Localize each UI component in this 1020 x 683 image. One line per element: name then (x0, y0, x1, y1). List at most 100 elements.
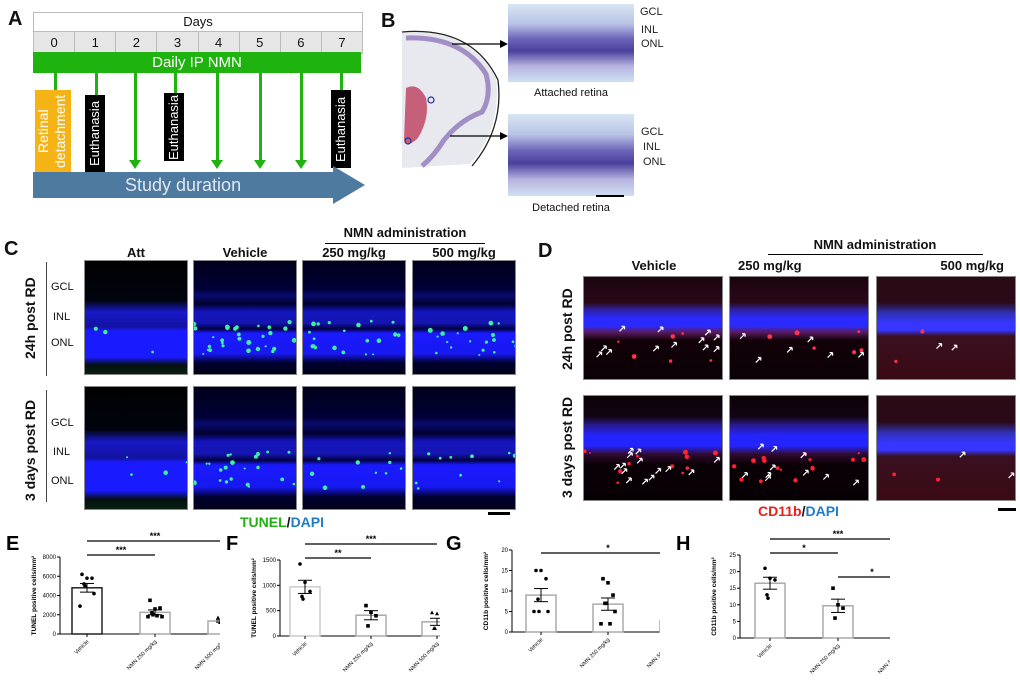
significance-stars: *** (366, 534, 377, 544)
euthanasia-label-day1: Euthanasia (85, 95, 105, 172)
euthanasia-label-day7: Euthanasia (331, 90, 351, 168)
dose-line-day7 (340, 73, 343, 91)
cd11b-dapi-image-24h-2 (876, 276, 1016, 380)
arrow-down-icon (129, 160, 141, 169)
data-point (534, 568, 538, 573)
days-title: Days (34, 13, 362, 32)
cd11b-dapi-image-24h-0 (583, 276, 723, 380)
bar (289, 586, 321, 637)
data-point (150, 611, 154, 615)
tunel-dapi-image-24h-0 (84, 260, 188, 375)
tunel-dapi-image-24h-3 (412, 260, 516, 375)
col-title-250: 250 mg/kg (322, 245, 386, 260)
day-cell: 4 (199, 32, 240, 53)
bar (207, 620, 220, 635)
data-point (153, 607, 157, 611)
dose-line-day5 (259, 73, 262, 161)
y-tick-label: 1000 (263, 583, 277, 589)
cd11b-dapi-legend: CD11b/DAPI (758, 503, 839, 519)
scale-bar (488, 512, 510, 515)
data-point (613, 609, 617, 614)
detached-retina-histology-image (508, 114, 634, 196)
data-point (546, 609, 550, 614)
tunel-dapi-image-3d-3 (412, 386, 516, 510)
x-tick-label: NMN 500 mg/kg (646, 637, 660, 669)
layer-label-gcl: GCL (51, 417, 74, 429)
y-tick-label: 0 (53, 632, 57, 638)
chart-g: G 0 5 10 15 20 CD11b positive cells/mm² Vehicle… (446, 533, 660, 670)
data-point (374, 613, 378, 618)
euthanasia-label-day3: Euthanasia (164, 93, 184, 161)
significance-stars: ** (334, 548, 342, 558)
panel-b-letter: B (381, 10, 396, 32)
significance-stars: * (802, 543, 806, 553)
significance-stars: * (606, 543, 610, 553)
data-point (148, 598, 152, 603)
dose-line-day2 (134, 73, 137, 161)
col-title-vehicle: Vehicle (631, 258, 677, 273)
dose-line-day3 (174, 73, 177, 93)
day-cell: 5 (240, 32, 281, 53)
day-cell: 6 (281, 32, 322, 53)
data-point (606, 581, 610, 585)
panel-letter: F (226, 533, 238, 555)
x-tick-label: Vehicle (74, 639, 91, 656)
y-tick-label: 10 (729, 603, 736, 609)
significance-stars: *** (150, 531, 161, 541)
day-cell: 7 (338, 35, 346, 50)
panel-d-letter: D (538, 240, 553, 262)
y-tick-label: 20 (729, 570, 736, 576)
data-point (768, 576, 772, 581)
bar (139, 611, 171, 635)
x-tick-label: NMN 500 mg/kg (408, 641, 440, 673)
panel-a-letter: A (8, 8, 23, 30)
dapi-stain-label: DAPI (805, 503, 839, 519)
x-tick-label: Vehicle (757, 643, 774, 660)
tunel-dapi-image-3d-0 (84, 386, 188, 510)
cd11b-dapi-image-3d-1 (729, 395, 869, 501)
data-point (78, 604, 82, 608)
data-point (841, 606, 845, 610)
tunel-stain-label: TUNEL (240, 514, 287, 530)
day-cell: 2 (116, 32, 158, 53)
scale-bar (596, 195, 624, 197)
y-tick-label: 8000 (43, 555, 57, 561)
data-point (364, 603, 368, 608)
y-tick-label: 0 (733, 636, 737, 642)
layer-label-onl: ONL (51, 475, 74, 487)
x-tick-label: NMN 250 mg/kg (342, 641, 374, 673)
row-title-3days: 3 days post RD (22, 399, 38, 501)
data-point (539, 568, 543, 573)
day-cell: 3 (157, 32, 199, 53)
group-underline (768, 254, 983, 255)
data-point (366, 624, 370, 628)
tunel-dapi-legend: TUNEL/DAPI (240, 514, 324, 530)
layer-label-onl: ONL (641, 38, 664, 50)
eye-section-image (400, 28, 500, 168)
data-point (146, 614, 150, 619)
data-point (216, 615, 220, 620)
y-axis-label: CD11b positive cells/mm² (483, 551, 490, 630)
data-point (831, 586, 835, 590)
y-tick-label: 500 (266, 609, 277, 615)
data-point (536, 597, 540, 601)
study-duration-bar: Study duration (33, 172, 333, 198)
x-tick-label: NMN 500 mg/kg (194, 639, 220, 671)
y-tick-label: 20 (501, 548, 508, 554)
pointer-arrows (450, 40, 508, 140)
chart-e: E 0 2000 4000 6000 8000 TUNEL positive cells/m… (6, 531, 220, 672)
y-tick-label: 15 (501, 569, 508, 575)
dose-line-day0 (54, 73, 57, 91)
data-point (301, 597, 305, 601)
significance-stars: *** (116, 545, 127, 555)
layer-label-inl: INL (53, 311, 71, 323)
data-point (151, 612, 155, 617)
significance-stars: *** (833, 530, 844, 539)
row-title-24h: 24h post RD (559, 288, 575, 371)
y-tick-label: 6000 (43, 574, 57, 580)
x-tick-label: NMN 250 mg/kg (579, 637, 611, 669)
data-point (763, 566, 767, 571)
y-tick-label: 10 (501, 589, 508, 595)
tunel-dapi-image-3d-1 (193, 386, 297, 510)
layer-label-gcl: GCL (51, 281, 74, 293)
